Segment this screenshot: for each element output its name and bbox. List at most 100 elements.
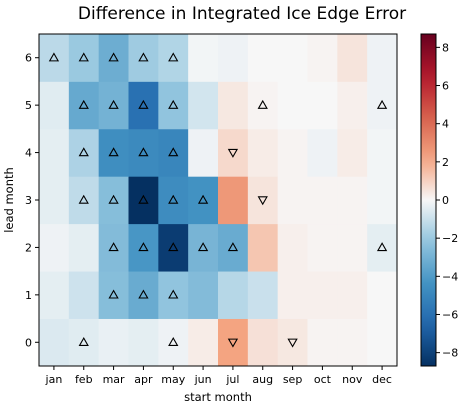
triangle-up-marker	[376, 242, 388, 252]
heatmap-cell	[307, 176, 338, 225]
heatmap-cell	[98, 318, 129, 367]
heatmap-cell	[247, 318, 279, 367]
triangle-up-marker	[138, 242, 149, 252]
heatmap-cell	[188, 34, 219, 82]
heatmap-cell	[337, 176, 368, 225]
triangle-up-marker	[108, 52, 119, 62]
heatmap-cell	[307, 81, 338, 130]
colorbar-tick-label: −4	[442, 270, 458, 283]
heatmap-cell	[307, 223, 338, 272]
x-tick-label: aug	[252, 373, 273, 386]
triangle-up-marker	[48, 52, 60, 62]
heatmap-cell	[128, 223, 159, 272]
triangle-up-marker	[78, 52, 89, 62]
heatmap-cell	[158, 34, 189, 82]
triangle-up-marker	[78, 147, 89, 157]
heatmap-cell	[39, 128, 70, 177]
colorbar-ticks: −8 −6 −4 −2 0 2 4 6 8	[436, 41, 458, 360]
x-tick-label: apr	[134, 373, 153, 386]
heatmap-cell	[68, 176, 100, 225]
triangle-up-marker	[197, 194, 209, 204]
heatmap-cell	[218, 81, 249, 130]
heatmap-cell	[188, 128, 219, 177]
heatmap-cell	[158, 271, 189, 319]
triangle-down-marker	[257, 196, 268, 206]
heatmap-cell	[277, 223, 308, 272]
heatmap-cell	[218, 176, 249, 225]
colorbar-tick-label: 0	[442, 194, 449, 207]
triangle-up-marker	[168, 147, 179, 157]
heatmap-cell	[39, 318, 70, 367]
colorbar-tick-label: 2	[442, 156, 449, 169]
heatmap-cell	[247, 176, 279, 225]
heatmap-cell	[39, 34, 70, 82]
x-tick-label: jan	[45, 373, 63, 386]
heatmap-cell	[158, 318, 189, 367]
heatmap-cell	[218, 34, 249, 82]
heatmap-cell	[158, 128, 189, 177]
heatmap-cell	[277, 176, 308, 225]
heatmap-cell	[39, 81, 70, 130]
triangle-up-marker	[138, 194, 149, 204]
heatmap-cell	[218, 271, 249, 319]
heatmap-cell	[337, 318, 368, 367]
x-tick-label: feb	[75, 373, 93, 386]
triangle-up-marker	[168, 99, 179, 109]
triangle-up-marker	[78, 99, 89, 109]
heatmap-cell	[128, 34, 159, 82]
heatmap-cell	[98, 271, 129, 319]
triangle-up-marker	[78, 336, 89, 346]
heatmap-cell	[307, 34, 338, 82]
y-tick-label: 2	[25, 241, 32, 254]
triangle-down-marker	[287, 338, 298, 348]
heatmap-cell	[128, 128, 159, 177]
heatmap-cell	[128, 81, 159, 130]
heatmap-cell	[68, 128, 100, 177]
y-axis-label: lead month	[2, 167, 16, 233]
colorbar-tick-label: −6	[442, 308, 458, 321]
heatmap-cell	[68, 318, 100, 367]
triangle-up-marker	[108, 147, 119, 157]
y-tick-label: 4	[25, 147, 32, 160]
heatmap-cell	[98, 223, 129, 272]
heatmap-cell	[188, 176, 219, 225]
heatmap-cell	[158, 176, 189, 225]
significance-markers	[48, 52, 388, 348]
chart-title: Difference in Integrated Ice Edge Error	[78, 4, 406, 24]
heatmap-cell	[337, 128, 368, 177]
heatmap-cell	[277, 128, 308, 177]
x-tick-label: jul	[225, 373, 239, 386]
triangle-up-marker	[168, 289, 179, 299]
y-axis-ticks: 0 1 2 3 4 5 6	[25, 52, 39, 349]
x-tick-label: nov	[342, 373, 363, 386]
heatmap-cell	[158, 81, 189, 130]
triangle-up-marker	[108, 289, 119, 299]
heatmap-cell	[277, 318, 308, 367]
heatmap-cell	[218, 318, 249, 367]
colorbar-tick-label: −2	[442, 232, 458, 245]
heatmap-cell	[218, 128, 249, 177]
triangle-up-marker	[168, 194, 179, 204]
heatmap-cell	[128, 176, 159, 225]
triangle-up-marker	[168, 52, 179, 62]
triangle-up-marker	[257, 99, 268, 109]
x-axis-label: start month	[184, 390, 252, 404]
heatmap-cell	[98, 176, 129, 225]
heatmap-cell	[277, 81, 308, 130]
triangle-up-marker	[197, 242, 209, 252]
triangle-down-marker	[227, 148, 239, 158]
heatmap-cell	[68, 34, 100, 82]
heatmap-cell	[39, 176, 70, 225]
heatmap-cell	[247, 223, 279, 272]
triangle-up-marker	[108, 99, 119, 109]
triangle-up-marker	[168, 336, 179, 346]
heatmap-cell	[307, 128, 338, 177]
heatmap-cell	[277, 271, 308, 319]
heatmap-cell	[188, 81, 219, 130]
y-tick-label: 1	[25, 289, 32, 302]
heatmap-cell	[98, 34, 129, 82]
triangle-up-marker	[78, 194, 89, 204]
triangle-up-marker	[376, 99, 388, 109]
colorbar-tick-label: 4	[442, 118, 449, 131]
